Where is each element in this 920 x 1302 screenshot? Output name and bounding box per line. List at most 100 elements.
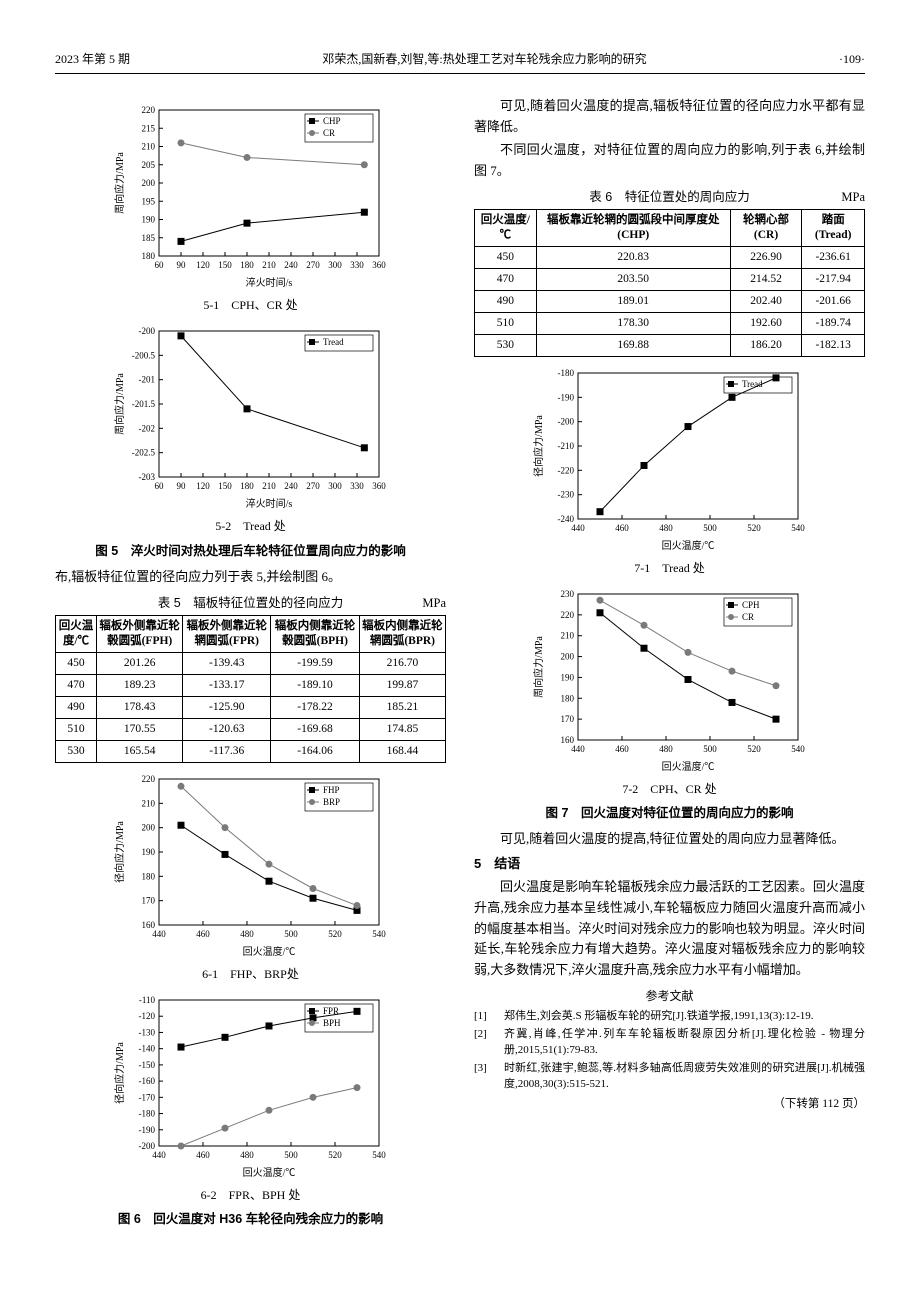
table-header-cell: 辐板内侧靠近轮辋圆弧(BPR) [359,616,445,653]
svg-text:CR: CR [323,128,335,138]
svg-text:500: 500 [284,929,298,939]
svg-text:200: 200 [141,823,155,833]
ref-text: 齐冀,肖峰,任学冲.列车车轮辐板断裂原因分析[J].理化检验 - 物理分册,20… [504,1026,865,1059]
svg-text:520: 520 [328,1150,342,1160]
table-cell: -199.59 [271,653,360,675]
svg-text:-240: -240 [557,514,574,524]
svg-text:240: 240 [284,260,298,270]
svg-text:500: 500 [703,523,717,533]
table-cell: 226.90 [730,247,802,269]
table-row: 470189.23-133.17-189.10199.87 [56,675,446,697]
svg-text:210: 210 [262,481,276,491]
table-cell: 214.52 [730,269,802,291]
table-cell: 165.54 [97,740,183,762]
svg-text:440: 440 [571,744,585,754]
svg-text:回火温度/℃: 回火温度/℃ [661,760,714,773]
section5-body: 回火温度是影响车轮辐板残余应力最活跃的工艺因素。回火温度升高,残余应力基本呈线性… [474,877,865,981]
svg-text:150: 150 [218,260,232,270]
table-cell: 220.83 [536,247,730,269]
svg-text:170: 170 [560,714,574,724]
table-cell: 470 [56,675,97,697]
section5-head: 5 结语 [474,854,865,875]
svg-text:230: 230 [560,589,574,599]
table6-title: 表 6 特征位置处的周向应力 MPa [474,187,865,207]
svg-text:-203: -203 [138,472,155,482]
page-header: 2023 年第 5 期 邓荣杰,国新春,刘智,等:热处理工艺对车轮残余应力影响的… [55,50,865,74]
svg-text:-150: -150 [138,1060,155,1070]
table-header-cell: 回火温度/℃ [475,210,537,247]
table-header-cell: 轮辋心部(CR) [730,210,802,247]
table5-title: 表 5 辐板特征位置处的径向应力 MPa [55,593,446,613]
svg-text:120: 120 [196,481,210,491]
table-cell: 203.50 [536,269,730,291]
table-cell: 189.23 [97,675,183,697]
svg-text:-160: -160 [138,1076,155,1086]
table-cell: 192.60 [730,313,802,335]
svg-text:220: 220 [141,774,155,784]
table-cell: 450 [475,247,537,269]
continuation-note: （下转第 112 页） [474,1095,865,1113]
svg-text:270: 270 [306,481,320,491]
svg-text:330: 330 [350,481,364,491]
svg-text:195: 195 [141,196,155,206]
table-row: 490189.01202.40-201.66 [475,291,865,313]
svg-text:540: 540 [372,1150,386,1160]
ref-item: [1]郑伟生,刘会英.S 形辐板车轮的研究[J].铁道学报,1991,13(3)… [474,1008,865,1025]
svg-text:190: 190 [141,215,155,225]
svg-text:周向应力/MPa: 周向应力/MPa [532,636,545,698]
svg-text:520: 520 [747,523,761,533]
refs-list: [1]郑伟生,刘会英.S 形辐板车轮的研究[J].铁道学报,1991,13(3)… [474,1008,865,1093]
svg-text:-200: -200 [138,1141,155,1151]
right-para3: 可见,随着回火温度的提高,特征位置处的周向应力显著降低。 [474,829,865,850]
svg-text:120: 120 [196,260,210,270]
svg-text:190: 190 [141,847,155,857]
table-cell: -201.66 [802,291,865,313]
svg-text:170: 170 [141,896,155,906]
svg-text:220: 220 [560,610,574,620]
svg-text:270: 270 [306,260,320,270]
ref-item: [2]齐冀,肖峰,任学冲.列车车轮辐板断裂原因分析[J].理化检验 - 物理分册… [474,1026,865,1059]
chart-6-1: 440460480500520540160170180190200210220回… [111,769,391,959]
svg-text:180: 180 [141,251,155,261]
svg-text:460: 460 [615,744,629,754]
table-cell: -120.63 [183,719,271,741]
text-after-fig5: 布,辐板特征位置的径向应力列于表 5,并绘制图 6。 [55,567,446,588]
svg-text:200: 200 [560,652,574,662]
table-cell: 199.87 [359,675,445,697]
svg-text:CHP: CHP [323,116,341,126]
table-cell: 530 [56,740,97,762]
svg-text:-230: -230 [557,490,574,500]
chart-7-1-sub: 7-1 Tread 处 [474,559,865,578]
svg-text:190: 190 [560,673,574,683]
svg-text:210: 210 [262,260,276,270]
table-cell: 510 [56,719,97,741]
svg-text:-201.5: -201.5 [131,399,155,409]
svg-text:540: 540 [791,744,805,754]
table-cell: -125.90 [183,697,271,719]
table-cell: 510 [475,313,537,335]
svg-text:160: 160 [141,920,155,930]
table-cell: -217.94 [802,269,865,291]
two-column-layout: 6090120150180210240270300330360180185190… [55,94,865,1235]
table-cell: 470 [475,269,537,291]
table-cell: 169.88 [536,335,730,357]
chart-6-2-sub: 6-2 FPR、BPH 处 [55,1186,446,1205]
table-cell: -139.43 [183,653,271,675]
svg-text:205: 205 [141,160,155,170]
svg-text:180: 180 [240,260,254,270]
svg-text:FPR: FPR [323,1006,339,1016]
ref-num: [1] [474,1008,498,1025]
table-cell: 168.44 [359,740,445,762]
table-cell: -189.74 [802,313,865,335]
svg-text:-120: -120 [138,1011,155,1021]
table-cell: 170.55 [97,719,183,741]
svg-text:480: 480 [240,1150,254,1160]
table-cell: 216.70 [359,653,445,675]
table-row: 530165.54-117.36-164.06168.44 [56,740,446,762]
page-number: ·109· [839,50,865,69]
svg-text:周向应力/MPa: 周向应力/MPa [113,373,126,435]
svg-text:210: 210 [141,798,155,808]
svg-text:160: 160 [560,735,574,745]
table-row: 470203.50214.52-217.94 [475,269,865,291]
table-cell: 178.30 [536,313,730,335]
